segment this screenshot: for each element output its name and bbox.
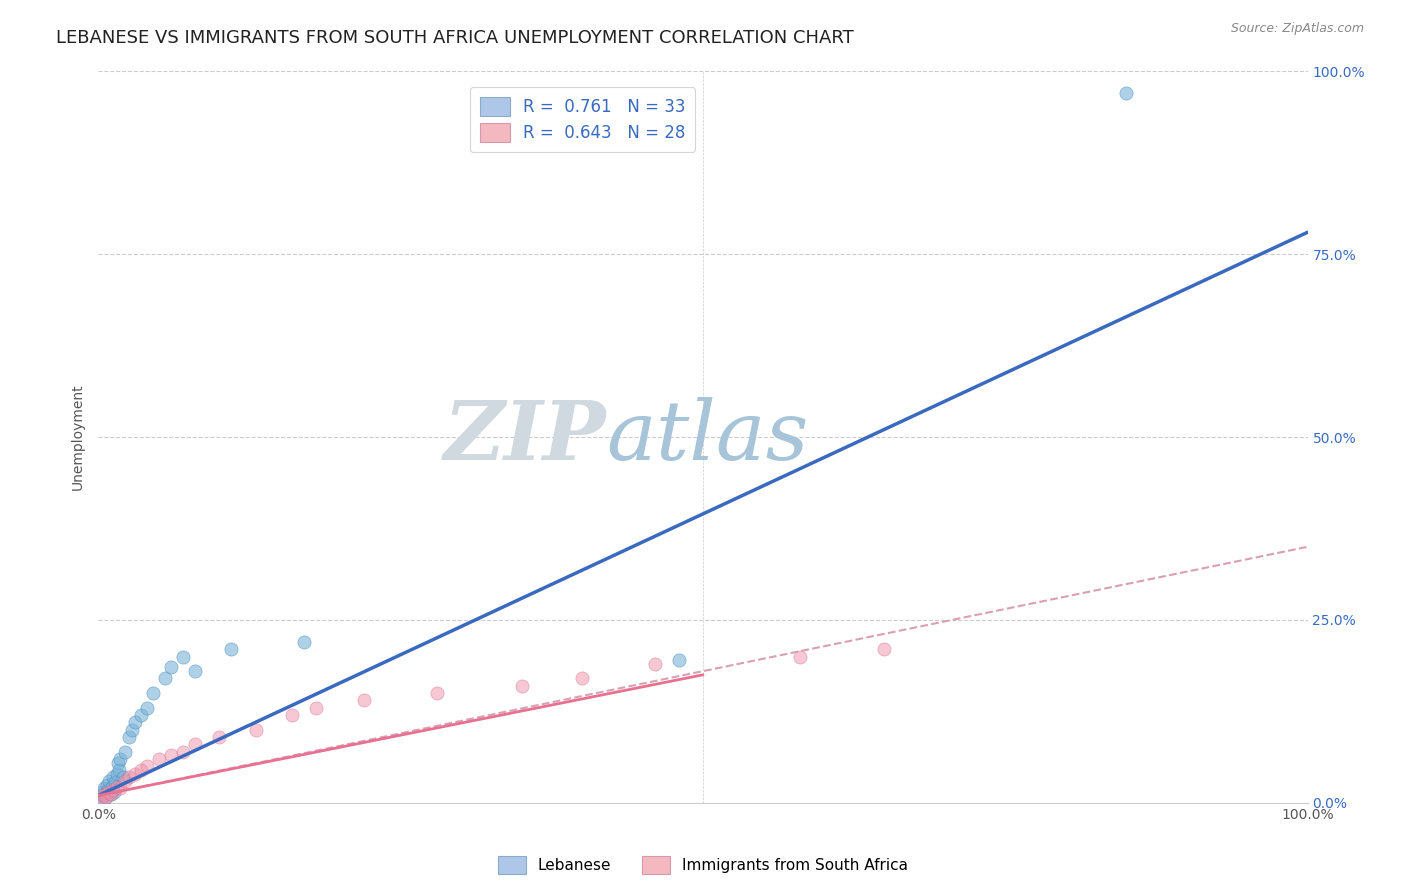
Text: ZIP: ZIP [444,397,606,477]
Point [142,686,165,700]
Point [668,653,690,667]
Point [107,756,129,770]
Point [221,642,243,657]
Point [94,789,117,804]
Point [510,679,533,693]
Text: atlas: atlas [606,397,808,477]
Point [153,672,176,686]
Point [135,700,157,714]
Point [305,700,328,714]
Point [129,708,152,723]
Point [90,792,112,806]
Point [873,642,896,657]
Point [129,763,152,777]
Point [160,660,183,674]
Point [114,773,136,788]
Point [96,778,118,792]
Point [281,708,304,723]
Y-axis label: Unemployment: Unemployment [72,384,86,491]
Point [353,693,375,707]
Point [98,773,121,788]
Point [104,775,127,789]
Point [644,657,666,671]
Point [789,649,811,664]
Point [184,737,207,751]
Point [108,763,131,777]
Point [124,766,146,780]
Point [571,672,593,686]
Point [118,770,141,784]
Point [172,649,194,664]
Point [91,789,114,803]
Point [101,782,124,797]
Point [172,745,194,759]
Point [100,787,122,801]
Point [101,770,124,784]
Point [91,789,114,803]
Point [135,759,157,773]
Point [94,789,117,804]
Point [208,730,231,744]
Point [292,635,315,649]
Point [121,723,143,737]
Point [245,723,267,737]
Point [108,752,131,766]
Text: LEBANESE VS IMMIGRANTS FROM SOUTH AFRICA UNEMPLOYMENT CORRELATION CHART: LEBANESE VS IMMIGRANTS FROM SOUTH AFRICA… [56,29,853,46]
Point [124,715,146,730]
Point [184,664,207,678]
Text: Source: ZipAtlas.com: Source: ZipAtlas.com [1230,22,1364,36]
Point [426,686,449,700]
Point [108,781,131,796]
Point [100,780,122,794]
Point [90,792,112,806]
Legend: R =  0.761   N = 33, R =  0.643   N = 28: R = 0.761 N = 33, R = 0.643 N = 28 [470,87,696,153]
Point [100,787,122,801]
Point [103,785,125,799]
Point [118,730,141,744]
Point [111,770,134,784]
Legend: Lebanese, Immigrants from South Africa: Lebanese, Immigrants from South Africa [492,850,914,880]
Point [1115,87,1137,101]
Point [105,780,128,794]
Point [148,752,170,766]
Point [97,785,120,799]
Point [97,782,120,797]
Point [105,766,128,780]
Point [160,748,183,763]
Point [91,785,114,799]
Point [114,745,136,759]
Point [93,781,115,796]
